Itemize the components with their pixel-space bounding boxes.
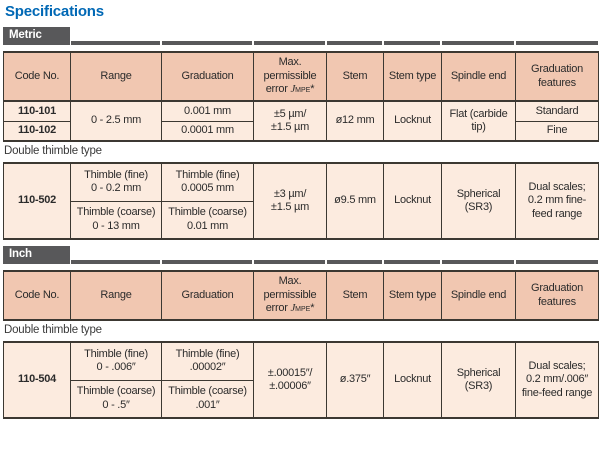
cell-code-110-101: 110-101 xyxy=(3,100,71,122)
table-row-110-504-fine: 110-504 Thimble (fine) 0 - .006″ Thimble… xyxy=(3,341,599,419)
inch-header-row: Code No. Range Graduation Max. permissibl… xyxy=(3,270,599,321)
cell-code-110-502: 110-502 xyxy=(3,162,71,240)
col-header-stem-type: Stem type xyxy=(383,270,442,321)
col-header-stem: Stem xyxy=(326,270,384,321)
cell-code-110-504: 110-504 xyxy=(3,341,71,419)
table-row-110-102: 110-102 0.0001 mm Fine xyxy=(3,120,599,142)
cell-graduation-coarse-110-502: Thimble (coarse) 0.01 mm xyxy=(161,200,254,240)
cell-error-110-504: ±.00015″/ ±.00006″ xyxy=(253,341,327,419)
col-header-spindle-end: Spindle end xyxy=(441,51,516,102)
cell-features-110-101: Standard xyxy=(515,100,599,122)
inch-tab-row: Inch xyxy=(3,246,598,264)
col-header-graduation: Graduation xyxy=(161,51,254,102)
cell-graduation-110-101: 0.001 mm xyxy=(161,100,254,122)
cell-spindle-end-110-504: Spherical (SR3) xyxy=(441,341,516,419)
metric-double-table: 110-502 Thimble (fine) 0 - 0.2 mm Thimbl… xyxy=(3,162,599,240)
tab-inch: Inch xyxy=(3,246,70,264)
cell-features-110-502: Dual scales; 0.2 mm fine- feed range xyxy=(515,162,599,240)
cell-range-coarse-110-502: Thimble (coarse) 0 - 13 mm xyxy=(70,200,162,240)
cell-graduation-110-102: 0.0001 mm xyxy=(161,120,254,142)
col-header-features: Graduation features xyxy=(515,270,599,321)
cell-stem-type-110-504: Locknut xyxy=(383,341,442,419)
metric-tab-bar xyxy=(3,41,598,45)
tab-metric: Metric xyxy=(3,27,70,45)
inch-double-table: 110-504 Thimble (fine) 0 - .006″ Thimble… xyxy=(3,341,599,419)
cell-features-110-102: Fine xyxy=(515,120,599,142)
col-header-graduation: Graduation xyxy=(161,270,254,321)
cell-code-110-102: 110-102 xyxy=(3,120,71,142)
cell-stem-110-504: ø.375″ xyxy=(326,341,384,419)
inch-tab-bar xyxy=(3,260,598,264)
cell-range-coarse-110-504: Thimble (coarse) 0 - .5″ xyxy=(70,379,162,419)
metric-tab-row: Metric xyxy=(3,27,598,45)
table-row-110-504-coarse: Thimble (coarse) 0 - .5″ Thimble (coarse… xyxy=(4,379,599,419)
metric-section-label: Double thimble type xyxy=(4,145,102,157)
col-header-range: Range xyxy=(70,270,162,321)
metric-main-table: Code No. Range Graduation Max. permissibl… xyxy=(3,51,599,142)
inch-header-table: Code No. Range Graduation Max. permissibl… xyxy=(3,270,599,321)
inch-section-label: Double thimble type xyxy=(4,324,102,336)
cell-spindle-end-shared: Flat (carbide tip) xyxy=(441,100,516,142)
cell-error-110-502: ±3 µm/ ±1.5 µm xyxy=(253,162,327,240)
cell-stem-type-110-502: Locknut xyxy=(383,162,442,240)
cell-range-shared: 0 - 2.5 mm xyxy=(70,100,162,142)
cell-spindle-end-110-502: Spherical (SR3) xyxy=(441,162,516,240)
col-header-code: Code No. xyxy=(3,51,71,102)
cell-error-shared: ±5 µm/ ±1.5 µm xyxy=(253,100,327,142)
col-header-features: Graduation features xyxy=(515,51,599,102)
col-header-stem: Stem xyxy=(326,51,384,102)
col-header-stem-type: Stem type xyxy=(383,51,442,102)
cell-graduation-fine-110-502: Thimble (fine) 0.0005 mm xyxy=(161,162,254,202)
col-header-max-error: Max. permissible error JMPE* xyxy=(253,270,327,321)
cell-stem-type-shared: Locknut xyxy=(383,100,442,142)
col-header-spindle-end: Spindle end xyxy=(441,270,516,321)
cell-features-110-504: Dual scales; 0.2 mm/.006″ fine-feed rang… xyxy=(515,341,599,419)
cell-stem-110-502: ø9.5 mm xyxy=(326,162,384,240)
page-title: Specifications xyxy=(5,3,104,20)
cell-stem-shared: ø12 mm xyxy=(326,100,384,142)
table-row-110-101: 110-101 0 - 2.5 mm 0.001 mm ±5 µm/ ±1.5 … xyxy=(3,100,599,142)
col-header-range: Range xyxy=(70,51,162,102)
cell-range-fine-110-502: Thimble (fine) 0 - 0.2 mm xyxy=(70,162,162,202)
col-header-max-error: Max. permissible error JMPE* xyxy=(253,51,327,102)
col-header-code: Code No. xyxy=(3,270,71,321)
spec-page: Specifications Metric Code No. Range Gra… xyxy=(3,3,599,419)
table-row-110-502-fine: 110-502 Thimble (fine) 0 - 0.2 mm Thimbl… xyxy=(3,162,599,240)
table-row-110-502-coarse: Thimble (coarse) 0 - 13 mm Thimble (coar… xyxy=(4,200,599,240)
cell-graduation-fine-110-504: Thimble (fine) .00002″ xyxy=(161,341,254,381)
metric-header-row: Code No. Range Graduation Max. permissibl… xyxy=(3,51,599,102)
cell-range-fine-110-504: Thimble (fine) 0 - .006″ xyxy=(70,341,162,381)
cell-graduation-coarse-110-504: Thimble (coarse) .001″ xyxy=(161,379,254,419)
